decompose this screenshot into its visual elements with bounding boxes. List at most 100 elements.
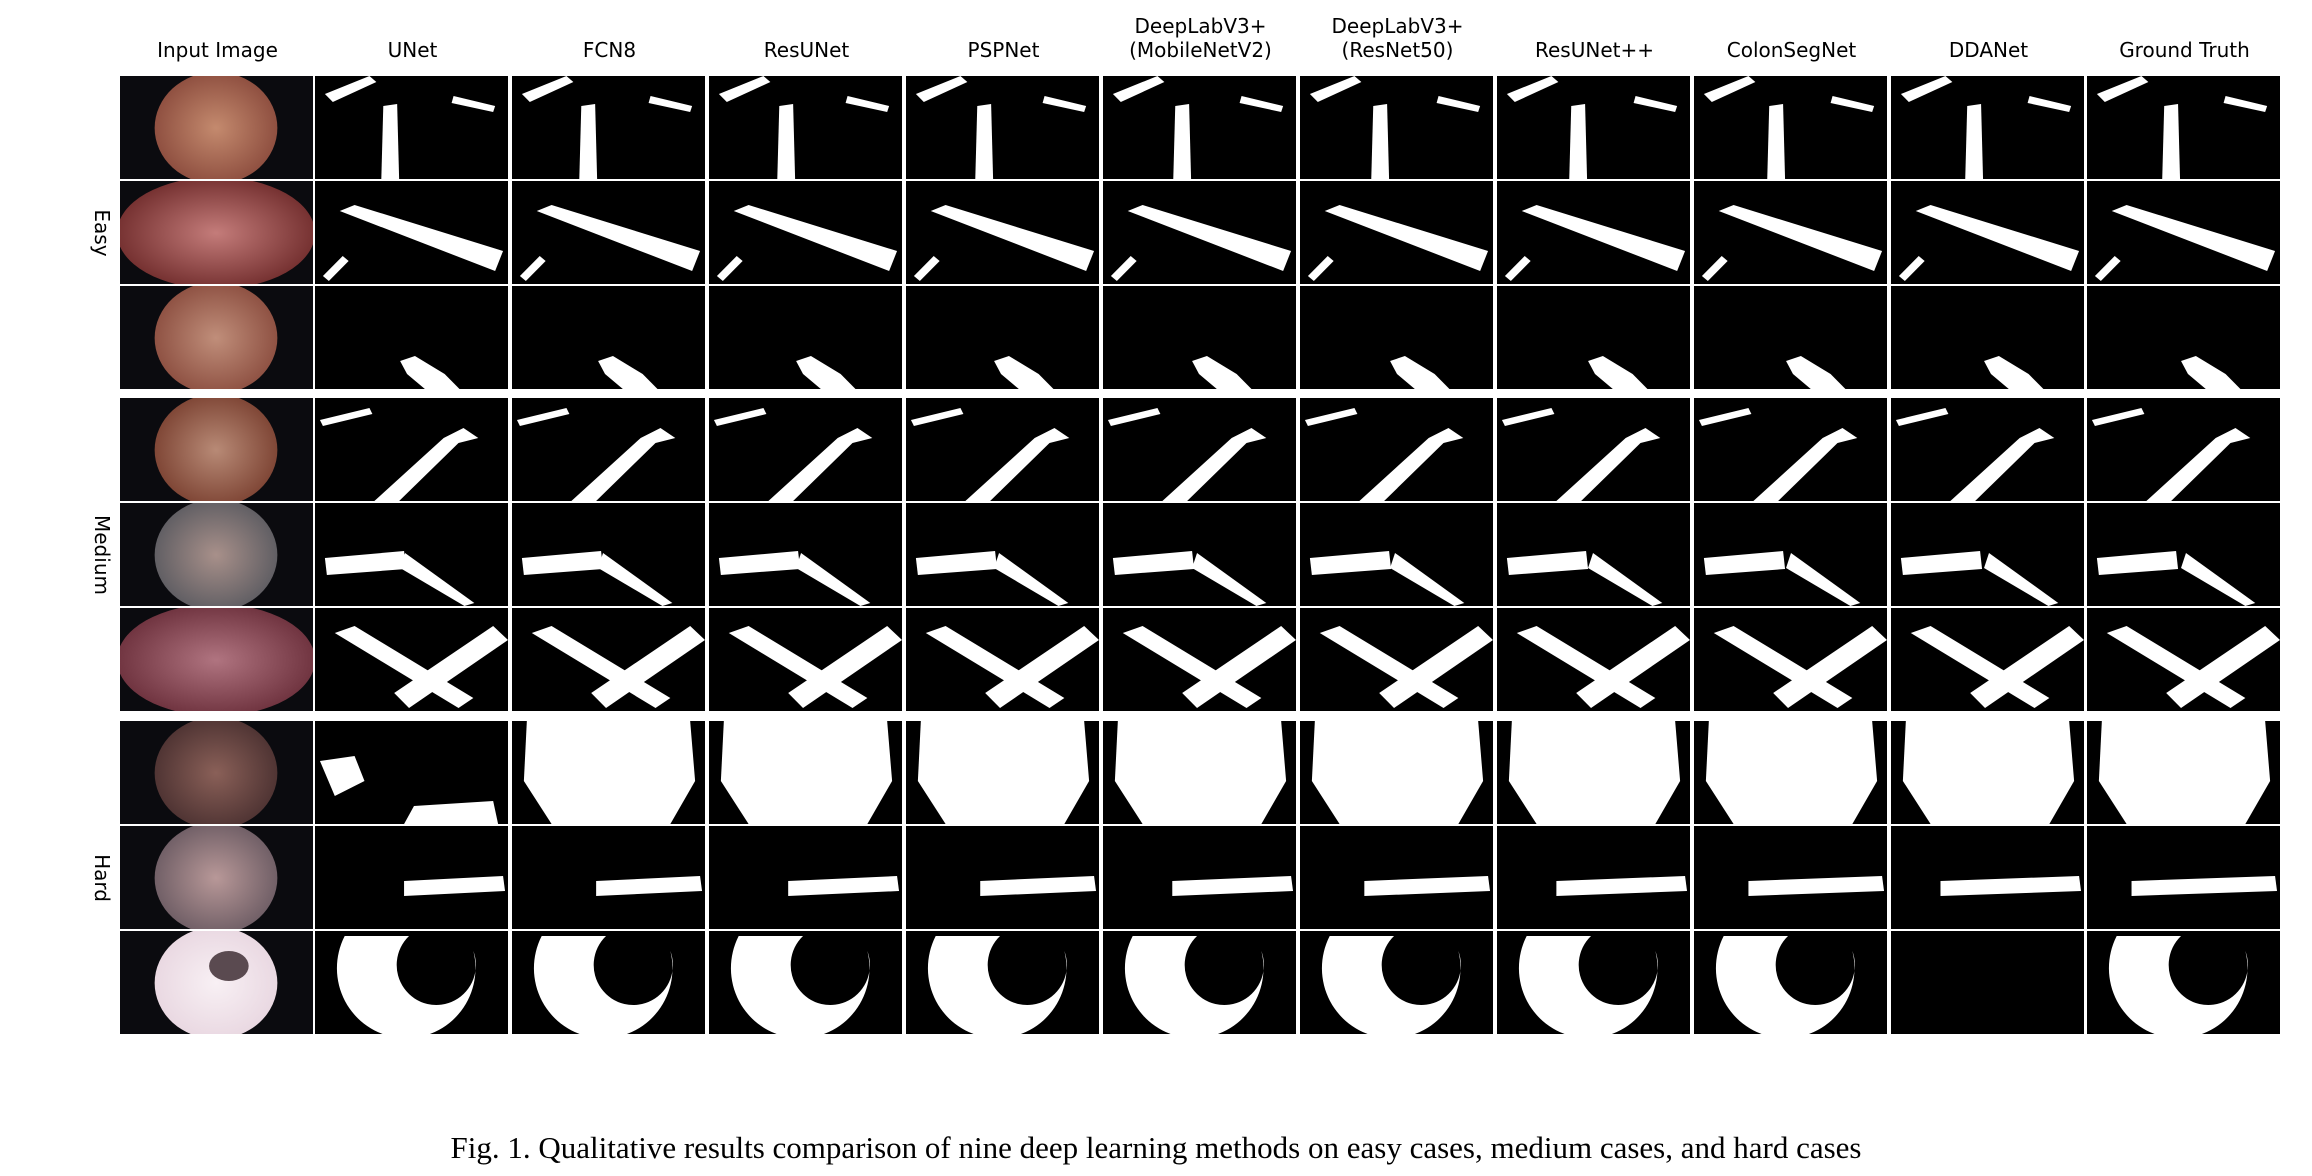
segmentation-mask [1891,503,2084,606]
segmentation-mask [1300,76,1493,179]
input-image-thumbnail [120,181,313,284]
segmentation-mask [906,608,1099,711]
segmentation-mask [709,76,902,179]
segmentation-mask [906,931,1099,1034]
segmentation-mask [512,398,705,501]
segmentation-mask [512,931,705,1034]
segmentation-mask [512,286,705,389]
input-image-thumbnail [120,721,313,824]
segmentation-mask [709,503,902,606]
segmentation-mask [2087,398,2280,501]
segmentation-mask [315,181,508,284]
segmentation-mask [1891,608,2084,711]
segmentation-mask [1103,608,1296,711]
segmentation-mask [906,721,1099,824]
segmentation-mask [2087,503,2280,606]
segmentation-mask [1300,931,1493,1034]
segmentation-mask [1300,721,1493,824]
segmentation-mask [1103,931,1296,1034]
input-image-thumbnail [120,826,313,929]
segmentation-mask [709,398,902,501]
segmentation-mask [2087,826,2280,929]
segmentation-mask [1497,721,1690,824]
segmentation-mask [709,608,902,711]
segmentation-mask [1891,398,2084,501]
segmentation-mask [1497,608,1690,711]
segmentation-mask [1891,931,2084,1034]
segmentation-mask [512,608,705,711]
segmentation-mask [1497,286,1690,389]
segmentation-mask [1694,398,1887,501]
segmentation-mask [709,931,902,1034]
segmentation-mask [315,76,508,179]
segmentation-mask [1497,503,1690,606]
input-image-thumbnail [120,503,313,606]
segmentation-mask [1694,608,1887,711]
segmentation-mask [1300,286,1493,389]
column-header: ResUNet++ [1535,38,1654,62]
segmentation-mask [315,398,508,501]
segmentation-mask [1497,181,1690,284]
segmentation-mask [1694,286,1887,389]
segmentation-mask [906,398,1099,501]
column-header: DeepLabV3+ (ResNet50) [1331,14,1464,62]
segmentation-mask [709,826,902,929]
segmentation-mask [315,286,508,389]
segmentation-mask [1103,398,1296,501]
segmentation-mask [1694,826,1887,929]
segmentation-mask [906,503,1099,606]
segmentation-mask [2087,76,2280,179]
segmentation-mask [1300,503,1493,606]
segmentation-mask [512,721,705,824]
column-header: ColonSegNet [1726,38,1857,62]
segmentation-mask [315,826,508,929]
input-image-thumbnail [120,608,313,711]
segmentation-mask [315,503,508,606]
segmentation-mask [1103,286,1296,389]
segmentation-mask [2087,721,2280,824]
segmentation-mask [2087,608,2280,711]
segmentation-mask [906,181,1099,284]
segmentation-mask [512,503,705,606]
column-header: FCN8 [582,38,637,62]
segmentation-mask [906,76,1099,179]
segmentation-mask [1300,826,1493,929]
segmentation-mask [1497,931,1690,1034]
segmentation-mask [1497,398,1690,501]
segmentation-mask [1891,181,2084,284]
segmentation-mask [1300,608,1493,711]
segmentation-mask [906,826,1099,929]
segmentation-mask [2087,286,2280,389]
column-header: UNet [387,38,438,62]
segmentation-mask [709,286,902,389]
input-image-thumbnail [120,76,313,179]
column-header: Ground Truth [2119,38,2250,62]
segmentation-mask [906,286,1099,389]
segmentation-mask [2087,181,2280,284]
column-header: DDANet [1948,38,2029,62]
segmentation-mask [709,181,902,284]
column-header: DeepLabV3+ (MobileNetV2) [1129,14,1272,62]
segmentation-mask [1694,931,1887,1034]
segmentation-mask [709,721,902,824]
segmentation-mask [1103,181,1296,284]
figure-caption: Fig. 1. Qualitative results comparison o… [450,1130,1862,1165]
segmentation-mask [1891,76,2084,179]
segmentation-mask [1497,76,1690,179]
segmentation-mask [1891,721,2084,824]
segmentation-mask [1103,826,1296,929]
segmentation-mask [1300,181,1493,284]
segmentation-mask [1891,286,2084,389]
group-label-easy: Easy [90,208,114,257]
segmentation-mask [1497,826,1690,929]
segmentation-mask [315,931,508,1034]
segmentation-mask [512,181,705,284]
input-image-thumbnail [120,286,313,389]
segmentation-mask [1300,398,1493,501]
segmentation-mask [512,826,705,929]
column-header: PSPNet [967,38,1040,62]
group-label-medium: Medium [90,514,114,595]
segmentation-mask [1694,721,1887,824]
segmentation-mask [1103,721,1296,824]
